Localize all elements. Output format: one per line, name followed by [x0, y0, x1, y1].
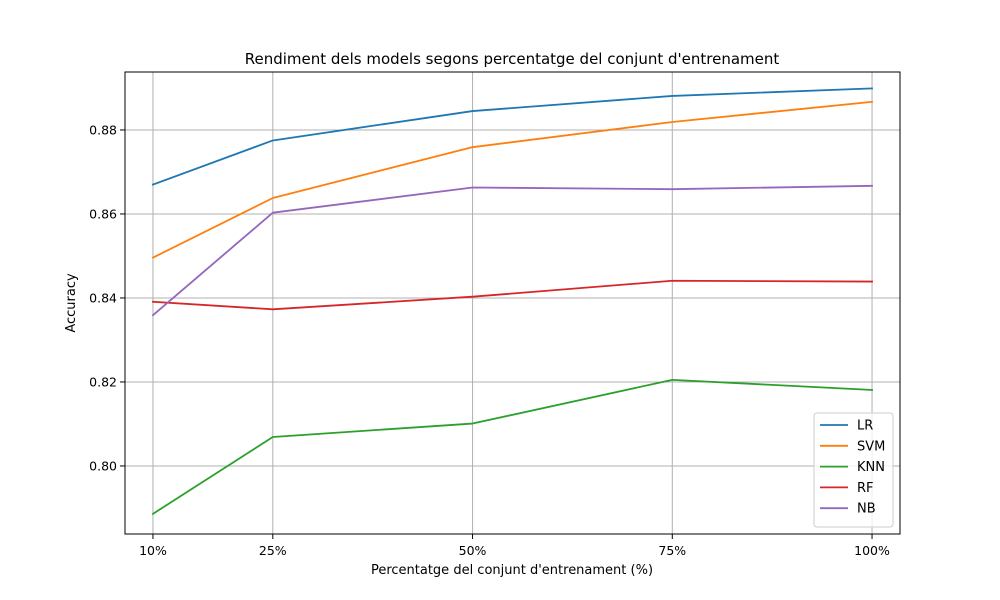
- legend-label-lr: LR: [857, 419, 873, 434]
- legend-label-knn: KNN: [857, 460, 885, 475]
- plot-area-frame: [124, 71, 901, 535]
- x-tick-label: 25%: [259, 543, 287, 558]
- y-tick-label: 0.82: [89, 374, 117, 389]
- y-tick-label: 0.88: [89, 122, 117, 137]
- x-axis-label: Percentatge del conjunt d'entrenament (%…: [371, 563, 653, 578]
- x-tick-label: 50%: [459, 543, 487, 558]
- x-tick-label: 100%: [854, 543, 890, 558]
- legend-box: [813, 412, 894, 528]
- chart-title: Rendiment dels models segons percentatge…: [245, 50, 780, 68]
- y-axis-ticks: 0.80 0.82 0.84 0.86 0.88: [89, 122, 125, 473]
- series-line-rf: [152, 279, 873, 311]
- y-tick-label: 0.84: [89, 290, 117, 305]
- series-line-knn: [151, 378, 873, 516]
- x-tick-label: 75%: [658, 543, 686, 558]
- grid: [125, 72, 900, 534]
- legend: LR SVM KNN RF NB: [813, 412, 894, 528]
- series-group: [151, 87, 874, 516]
- y-tick-label: 0.80: [89, 458, 117, 473]
- series-line-lr: [151, 87, 873, 186]
- legend-label-nb: NB: [857, 502, 876, 517]
- legend-label-svm: SVM: [857, 439, 885, 454]
- legend-label-rf: RF: [857, 481, 874, 496]
- y-tick-label: 0.86: [89, 206, 117, 221]
- x-tick-label: 10%: [139, 543, 167, 558]
- y-axis-label: Accuracy: [64, 273, 79, 333]
- x-axis-ticks: 10% 25% 50% 75% 100%: [139, 534, 890, 558]
- series-line-nb: [151, 184, 873, 317]
- series-line-svm: [151, 100, 874, 259]
